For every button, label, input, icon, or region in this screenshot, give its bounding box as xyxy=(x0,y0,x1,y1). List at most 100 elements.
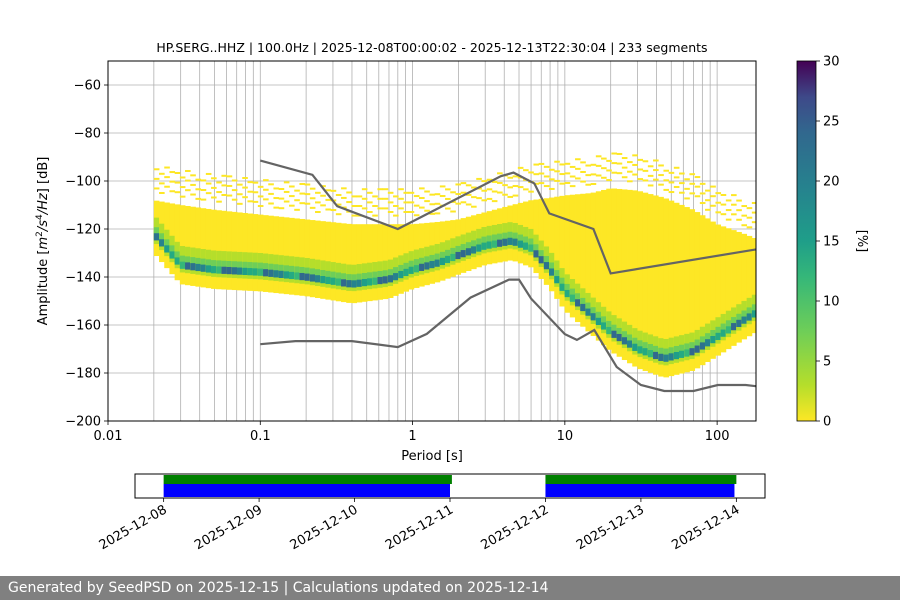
heat-cell-streak xyxy=(351,205,358,207)
heat-cell-streak xyxy=(320,185,326,188)
heat-cell-streak xyxy=(741,205,748,208)
heat-cell-spread xyxy=(309,220,316,298)
heat-cell-streak xyxy=(731,194,737,197)
colorbar-label: [%] xyxy=(854,230,869,253)
heat-cell-dense xyxy=(445,249,451,262)
heat-cell-mode xyxy=(585,308,592,316)
heat-cell-streak xyxy=(159,182,165,185)
heat-cell-streak xyxy=(725,218,732,221)
heat-cell-spread xyxy=(205,208,212,289)
heat-cell-mode xyxy=(486,241,493,249)
heat-cell-streak xyxy=(523,169,529,172)
heat-cell-streak xyxy=(346,201,352,204)
heat-cell-streak xyxy=(445,207,451,210)
heat-cell-streak xyxy=(517,186,524,189)
heat-cell-streak xyxy=(689,182,696,185)
heat-cell-streak xyxy=(460,201,467,204)
heat-cell-streak xyxy=(595,164,602,167)
heat-cell-streak xyxy=(309,206,316,209)
heat-cell-streak xyxy=(580,170,586,173)
heat-cell-streak xyxy=(164,166,170,169)
heat-cell-streak xyxy=(351,214,358,217)
timeline-tick-label: 2025-12-10 xyxy=(288,502,361,553)
heat-cell-mode xyxy=(185,262,191,270)
heat-cell-streak xyxy=(278,187,285,190)
heat-cell-streak xyxy=(268,183,274,186)
heat-cell-streak xyxy=(356,205,363,207)
heat-cell-streak xyxy=(621,157,628,160)
heat-cell-streak xyxy=(533,163,540,166)
heat-cell-streak xyxy=(377,197,384,200)
x-axis-label: Period [s] xyxy=(401,449,463,464)
heat-cell-streak xyxy=(549,168,555,171)
y-tick-label: −160 xyxy=(65,319,101,334)
heat-cell-streak xyxy=(575,167,581,170)
heat-cell-spread xyxy=(356,224,363,303)
heat-cell-mode xyxy=(705,339,711,347)
heat-cell-mode xyxy=(309,274,316,282)
heat-cell-streak xyxy=(393,214,399,217)
heat-cell-streak xyxy=(736,209,742,212)
heat-cell-mode xyxy=(377,276,384,285)
heat-cell-streak xyxy=(684,197,690,200)
heat-cell-streak xyxy=(434,193,441,196)
heat-cell-streak xyxy=(268,202,274,205)
heat-cell-streak xyxy=(746,216,753,219)
heat-cell-streak xyxy=(252,191,259,194)
heat-cell-streak xyxy=(694,185,701,188)
heat-cell-streak xyxy=(413,214,420,217)
psd-heatmap xyxy=(153,152,756,378)
heat-cell-spread xyxy=(580,193,586,327)
heat-cell-streak xyxy=(616,152,623,155)
heat-cell-streak xyxy=(741,214,748,217)
x-tick-label: 0.01 xyxy=(94,429,123,444)
heat-cell-streak xyxy=(346,191,352,194)
heat-cell-mode xyxy=(320,276,326,284)
heat-cell-streak xyxy=(585,183,592,186)
heat-cell-streak xyxy=(647,165,654,168)
heat-cell-streak xyxy=(294,199,300,202)
heat-cell-streak xyxy=(289,204,295,207)
heat-cell-streak xyxy=(273,197,280,200)
heat-cell-streak xyxy=(263,188,269,191)
heat-cell-streak xyxy=(751,201,756,204)
heat-cell-mode xyxy=(455,251,462,260)
heat-cell-streak xyxy=(325,198,332,201)
heat-cell-streak xyxy=(398,197,404,200)
heat-cell-streak xyxy=(205,192,212,195)
heat-cell-streak xyxy=(616,172,623,175)
heat-cell-streak xyxy=(211,177,217,180)
heat-cell-streak xyxy=(174,181,181,184)
heat-cell-streak xyxy=(429,203,436,206)
heat-cell-streak xyxy=(231,189,238,192)
heat-cell-spread xyxy=(361,224,368,302)
heat-cell-streak xyxy=(164,176,170,179)
heat-cell-mode xyxy=(606,326,612,335)
heat-cell-spread xyxy=(575,194,581,323)
heat-cell-streak xyxy=(611,171,618,174)
heat-cell-mode xyxy=(580,303,586,312)
heat-cell-mode xyxy=(450,253,456,262)
heat-cell-spread xyxy=(569,194,576,318)
heat-cell-streak xyxy=(549,187,555,190)
heat-cell-streak xyxy=(237,193,243,196)
heat-cell-streak xyxy=(398,207,404,210)
heat-cell-streak xyxy=(590,173,597,176)
heat-cell-spread xyxy=(252,214,259,292)
heat-cell-spread xyxy=(637,191,644,370)
y-tick-label: −60 xyxy=(74,79,101,94)
heat-cell-streak xyxy=(257,185,264,188)
heat-cell-mode xyxy=(647,350,654,358)
heat-cell-streak xyxy=(226,184,233,187)
heat-cell-streak xyxy=(632,163,638,166)
heat-cell-streak xyxy=(684,187,690,190)
heat-cell-mode xyxy=(512,238,519,246)
heat-cell-streak xyxy=(424,200,430,203)
heat-cell-mode xyxy=(179,261,186,269)
heat-cell-mode xyxy=(289,271,295,280)
colorbar-tick-label: 0 xyxy=(823,415,831,430)
heat-cell-streak xyxy=(736,218,742,221)
heat-cell-streak xyxy=(289,195,295,198)
heat-cell-streak xyxy=(741,224,748,227)
heat-cell-streak xyxy=(408,211,415,213)
